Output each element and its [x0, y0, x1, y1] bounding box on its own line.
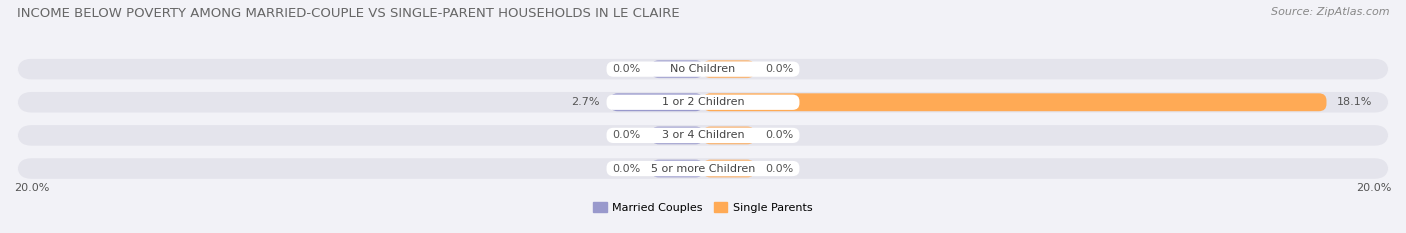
Text: 0.0%: 0.0%	[613, 130, 641, 140]
FancyBboxPatch shape	[651, 127, 703, 144]
Text: INCOME BELOW POVERTY AMONG MARRIED-COUPLE VS SINGLE-PARENT HOUSEHOLDS IN LE CLAI: INCOME BELOW POVERTY AMONG MARRIED-COUPL…	[17, 7, 679, 20]
Text: 2.7%: 2.7%	[571, 97, 599, 107]
Text: 0.0%: 0.0%	[765, 130, 793, 140]
Text: 0.0%: 0.0%	[765, 64, 793, 74]
Text: Source: ZipAtlas.com: Source: ZipAtlas.com	[1271, 7, 1389, 17]
Text: 20.0%: 20.0%	[14, 183, 49, 193]
FancyBboxPatch shape	[17, 92, 1389, 113]
Text: No Children: No Children	[671, 64, 735, 74]
Text: 0.0%: 0.0%	[613, 64, 641, 74]
FancyBboxPatch shape	[17, 125, 1389, 146]
FancyBboxPatch shape	[703, 160, 755, 178]
Text: 20.0%: 20.0%	[1357, 183, 1392, 193]
Text: 5 or more Children: 5 or more Children	[651, 164, 755, 174]
Text: 0.0%: 0.0%	[613, 164, 641, 174]
FancyBboxPatch shape	[703, 127, 755, 144]
Text: 18.1%: 18.1%	[1337, 97, 1372, 107]
Text: 1 or 2 Children: 1 or 2 Children	[662, 97, 744, 107]
FancyBboxPatch shape	[606, 95, 800, 110]
FancyBboxPatch shape	[651, 60, 703, 78]
Text: 0.0%: 0.0%	[765, 164, 793, 174]
FancyBboxPatch shape	[606, 128, 800, 143]
Text: 3 or 4 Children: 3 or 4 Children	[662, 130, 744, 140]
FancyBboxPatch shape	[17, 158, 1389, 179]
FancyBboxPatch shape	[610, 93, 703, 111]
FancyBboxPatch shape	[703, 93, 1326, 111]
Legend: Married Couples, Single Parents: Married Couples, Single Parents	[589, 198, 817, 217]
FancyBboxPatch shape	[606, 62, 800, 77]
FancyBboxPatch shape	[606, 161, 800, 176]
FancyBboxPatch shape	[17, 59, 1389, 79]
FancyBboxPatch shape	[651, 160, 703, 178]
FancyBboxPatch shape	[703, 60, 755, 78]
